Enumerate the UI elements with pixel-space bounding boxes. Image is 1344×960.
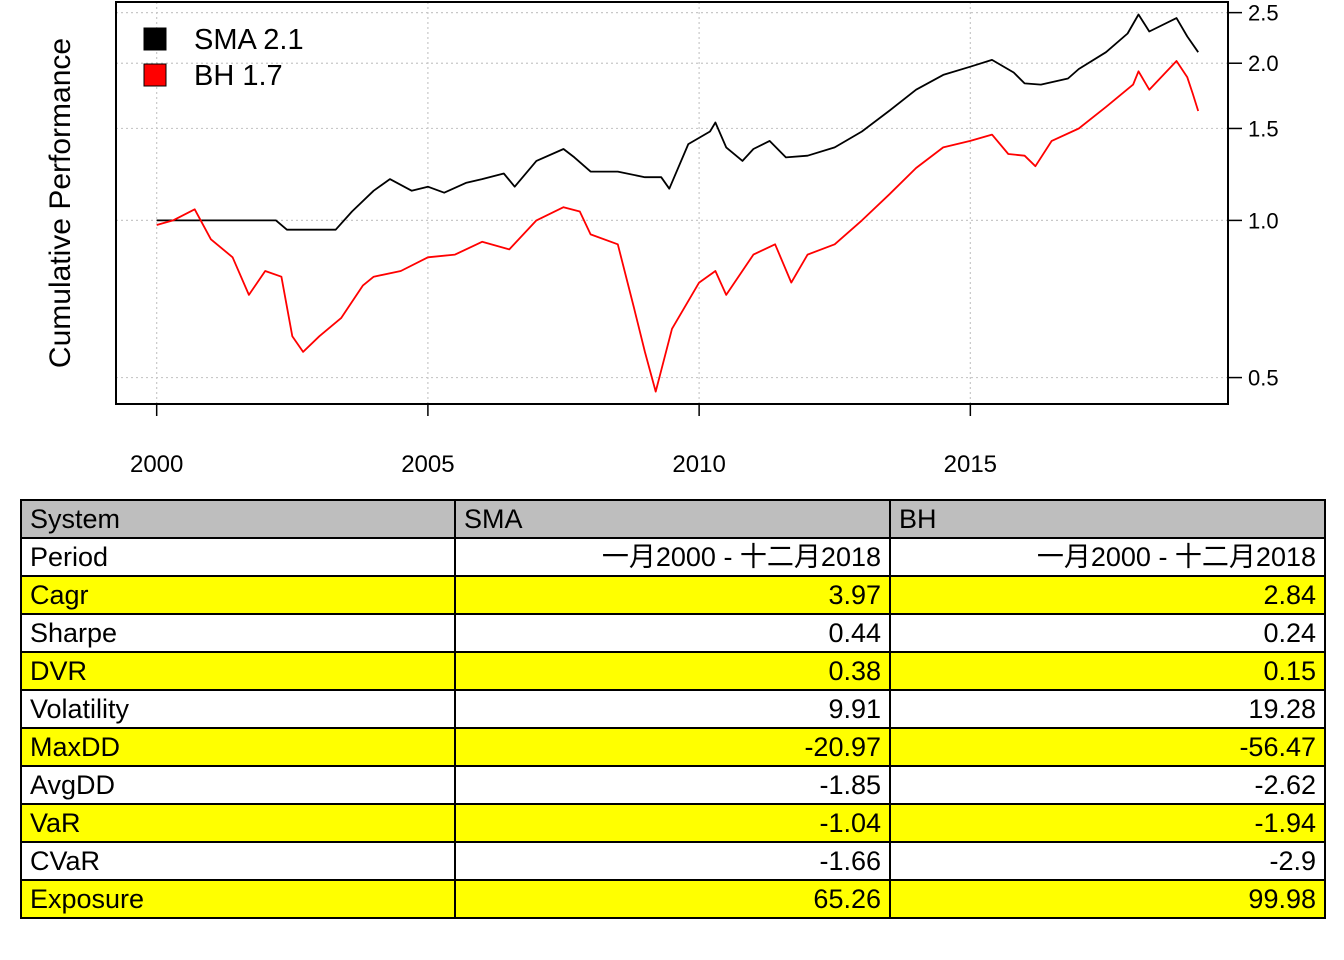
series-line-sma [156, 13, 1199, 231]
y-tick-label: 0.5 [1248, 366, 1279, 391]
sma-value-cell: -20.97 [454, 727, 891, 767]
row-label-cell: Volatility [20, 689, 456, 729]
legend-label: BH 1.7 [194, 60, 283, 92]
plot-frame [115, 1, 1229, 405]
table-row: MaxDD -20.97 -56.47 [20, 727, 1326, 767]
performance-chart: 2000 2005 2010 2015 0.5 1.0 1.5 2.0 2.5 Cumulat… [44, 1, 1279, 478]
series-layer [156, 13, 1200, 393]
grid-lines [116, 2, 1228, 404]
sma-value-cell: 65.26 [454, 879, 891, 919]
header-cell-system: System [20, 499, 456, 539]
table-row: Period 一月2000 - 十二月2018 一月2000 - 十二月2018 [20, 537, 1326, 577]
table-row: DVR 0.38 0.15 [20, 651, 1326, 691]
y-tick-label: 1.5 [1248, 116, 1279, 141]
x-tick-label: 2010 [672, 451, 725, 478]
y-tick-label: 1.0 [1248, 208, 1279, 233]
bh-value-cell: -2.62 [889, 765, 1326, 805]
row-label-cell: Period [20, 537, 456, 577]
bh-value-cell: 一月2000 - 十二月2018 [889, 537, 1326, 577]
series-line-bh [156, 60, 1200, 393]
table-row: VaR -1.04 -1.94 [20, 803, 1326, 843]
x-tick-label: 2005 [401, 451, 454, 478]
bh-value-cell: 0.15 [889, 651, 1326, 691]
legend-label: SMA 2.1 [194, 24, 304, 56]
sma-value-cell: 9.91 [454, 689, 891, 729]
row-label-cell: Exposure [20, 879, 456, 919]
row-label-cell: AvgDD [20, 765, 456, 805]
bh-value-cell: -1.94 [889, 803, 1326, 843]
sma-value-cell: -1.85 [454, 765, 891, 805]
row-label-cell: MaxDD [20, 727, 456, 767]
row-label-cell: VaR [20, 803, 456, 843]
legend-swatch [143, 63, 167, 87]
bh-value-cell: 0.24 [889, 613, 1326, 653]
x-axis: 2000 2005 2010 2015 [130, 404, 997, 478]
stats-table: System SMA BH Period 一月2000 - 十二月2018 一月20… [20, 499, 1326, 919]
sma-value-cell: -1.66 [454, 841, 891, 881]
row-label-cell: CVaR [20, 841, 456, 881]
y-axis: 0.5 1.0 1.5 2.0 2.5 [1228, 1, 1279, 391]
table-row: CVaR -1.66 -2.9 [20, 841, 1326, 881]
header-cell-bh: BH [889, 499, 1326, 539]
table-row: AvgDD -1.85 -2.62 [20, 765, 1326, 805]
y-axis-label: Cumulative Performance [44, 38, 77, 368]
header-cell-sma: SMA [454, 499, 891, 539]
bh-value-cell: 2.84 [889, 575, 1326, 615]
x-tick-label: 2015 [944, 451, 997, 478]
bh-value-cell: -56.47 [889, 727, 1326, 767]
sma-value-cell: 0.38 [454, 651, 891, 691]
table-row: Sharpe 0.44 0.24 [20, 613, 1326, 653]
sma-value-cell: 3.97 [454, 575, 891, 615]
bh-value-cell: -2.9 [889, 841, 1326, 881]
sma-value-cell: -1.04 [454, 803, 891, 843]
table-row: Volatility 9.91 19.28 [20, 689, 1326, 729]
row-label-cell: DVR [20, 651, 456, 691]
bh-value-cell: 19.28 [889, 689, 1326, 729]
stats-table-body: System SMA BH Period 一月2000 - 十二月2018 一月20… [20, 499, 1326, 919]
y-tick-label: 2.0 [1248, 51, 1279, 76]
y-tick-label: 2.5 [1248, 1, 1279, 26]
table-row: Cagr 3.97 2.84 [20, 575, 1326, 615]
sma-value-cell: 0.44 [454, 613, 891, 653]
sma-value-cell: 一月2000 - 十二月2018 [454, 537, 891, 577]
table-row: Exposure 65.26 99.98 [20, 879, 1326, 919]
table-header-row: System SMA BH [20, 499, 1326, 539]
legend-swatch [143, 27, 167, 51]
bh-value-cell: 99.98 [889, 879, 1326, 919]
legend: SMA 2.1 BH 1.7 [143, 24, 304, 92]
row-label-cell: Cagr [20, 575, 456, 615]
row-label-cell: Sharpe [20, 613, 456, 653]
x-tick-label: 2000 [130, 451, 183, 478]
